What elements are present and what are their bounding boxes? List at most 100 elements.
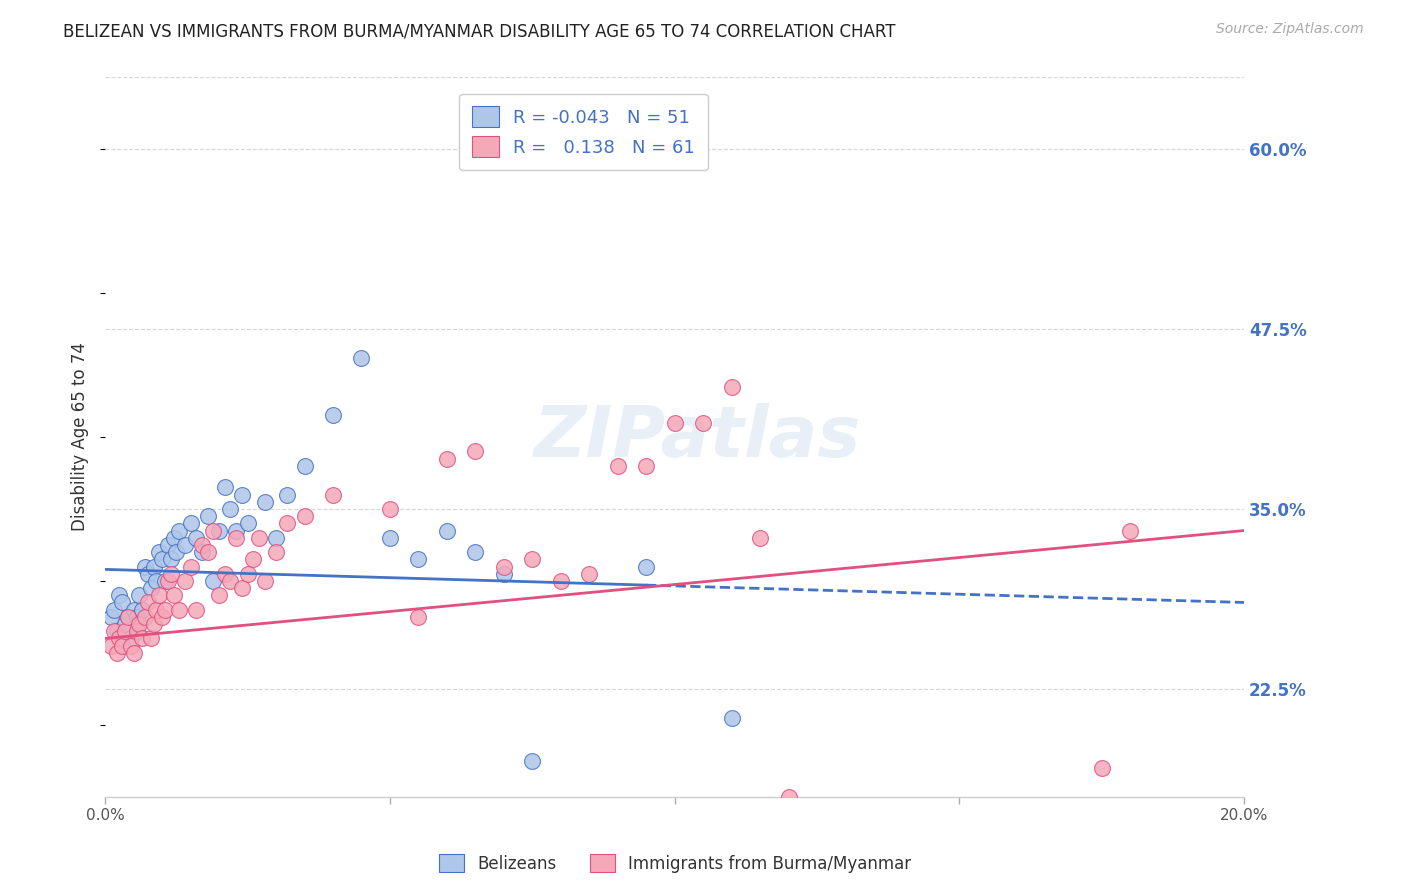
Point bbox=[150, 552, 173, 566]
Point bbox=[408, 610, 430, 624]
Point bbox=[145, 602, 167, 616]
Point bbox=[294, 458, 316, 473]
Point bbox=[100, 610, 122, 624]
Point bbox=[134, 559, 156, 574]
Text: ZIPatlas: ZIPatlas bbox=[534, 402, 860, 472]
Point bbox=[578, 566, 600, 581]
Point bbox=[136, 595, 159, 609]
Point bbox=[350, 811, 373, 825]
Point bbox=[378, 502, 401, 516]
Point bbox=[117, 610, 139, 624]
Point bbox=[131, 602, 153, 616]
Point bbox=[120, 639, 142, 653]
Point bbox=[378, 531, 401, 545]
Point bbox=[720, 710, 742, 724]
Point bbox=[636, 458, 658, 473]
Point bbox=[131, 632, 153, 646]
Point bbox=[134, 610, 156, 624]
Point bbox=[153, 574, 176, 588]
Point bbox=[186, 602, 208, 616]
Point bbox=[174, 574, 197, 588]
Point bbox=[1119, 524, 1142, 538]
Point bbox=[550, 574, 572, 588]
Point bbox=[219, 502, 242, 516]
Text: Source: ZipAtlas.com: Source: ZipAtlas.com bbox=[1216, 22, 1364, 37]
Point bbox=[180, 559, 202, 574]
Point bbox=[108, 588, 131, 602]
Point bbox=[162, 588, 184, 602]
Point bbox=[162, 531, 184, 545]
Legend: Belizeans, Immigrants from Burma/Myanmar: Belizeans, Immigrants from Burma/Myanmar bbox=[432, 847, 918, 880]
Point bbox=[156, 538, 179, 552]
Point bbox=[636, 559, 658, 574]
Point bbox=[264, 531, 287, 545]
Point bbox=[159, 566, 181, 581]
Point bbox=[105, 646, 128, 660]
Point bbox=[165, 545, 187, 559]
Point bbox=[208, 588, 231, 602]
Y-axis label: Disability Age 65 to 74: Disability Age 65 to 74 bbox=[72, 343, 89, 532]
Point bbox=[142, 559, 165, 574]
Point bbox=[148, 545, 170, 559]
Point bbox=[276, 487, 298, 501]
Point bbox=[664, 416, 686, 430]
Point bbox=[111, 595, 134, 609]
Point bbox=[236, 566, 259, 581]
Point bbox=[100, 639, 122, 653]
Point bbox=[156, 574, 179, 588]
Point bbox=[242, 552, 264, 566]
Point bbox=[350, 351, 373, 365]
Point bbox=[749, 531, 772, 545]
Point bbox=[294, 509, 316, 524]
Point bbox=[108, 632, 131, 646]
Point bbox=[139, 581, 162, 595]
Point bbox=[522, 552, 544, 566]
Point bbox=[436, 451, 458, 466]
Point bbox=[264, 545, 287, 559]
Point bbox=[105, 624, 128, 639]
Point bbox=[247, 531, 270, 545]
Point bbox=[180, 516, 202, 531]
Point bbox=[219, 574, 242, 588]
Point bbox=[174, 538, 197, 552]
Point bbox=[159, 552, 181, 566]
Point bbox=[120, 632, 142, 646]
Point bbox=[436, 524, 458, 538]
Point bbox=[167, 602, 190, 616]
Point bbox=[236, 516, 259, 531]
Point bbox=[253, 495, 276, 509]
Point bbox=[214, 480, 236, 494]
Point bbox=[191, 545, 214, 559]
Point bbox=[1091, 761, 1114, 775]
Point bbox=[117, 610, 139, 624]
Point bbox=[253, 574, 276, 588]
Point bbox=[322, 409, 344, 423]
Point bbox=[464, 444, 486, 458]
Point bbox=[231, 487, 253, 501]
Point bbox=[214, 566, 236, 581]
Point bbox=[408, 552, 430, 566]
Point bbox=[208, 524, 231, 538]
Point bbox=[464, 545, 486, 559]
Point bbox=[606, 458, 628, 473]
Point bbox=[225, 524, 247, 538]
Point bbox=[202, 574, 225, 588]
Point bbox=[128, 617, 150, 632]
Point bbox=[125, 624, 148, 639]
Point bbox=[492, 566, 515, 581]
Point bbox=[231, 581, 253, 595]
Point bbox=[122, 646, 145, 660]
Point bbox=[139, 632, 162, 646]
Point bbox=[153, 602, 176, 616]
Point bbox=[276, 516, 298, 531]
Point bbox=[186, 531, 208, 545]
Point bbox=[122, 602, 145, 616]
Point bbox=[125, 610, 148, 624]
Point bbox=[202, 524, 225, 538]
Point bbox=[778, 789, 800, 804]
Point bbox=[111, 639, 134, 653]
Point bbox=[142, 617, 165, 632]
Point bbox=[167, 524, 190, 538]
Text: BELIZEAN VS IMMIGRANTS FROM BURMA/MYANMAR DISABILITY AGE 65 TO 74 CORRELATION CH: BELIZEAN VS IMMIGRANTS FROM BURMA/MYANMA… bbox=[63, 22, 896, 40]
Point bbox=[322, 487, 344, 501]
